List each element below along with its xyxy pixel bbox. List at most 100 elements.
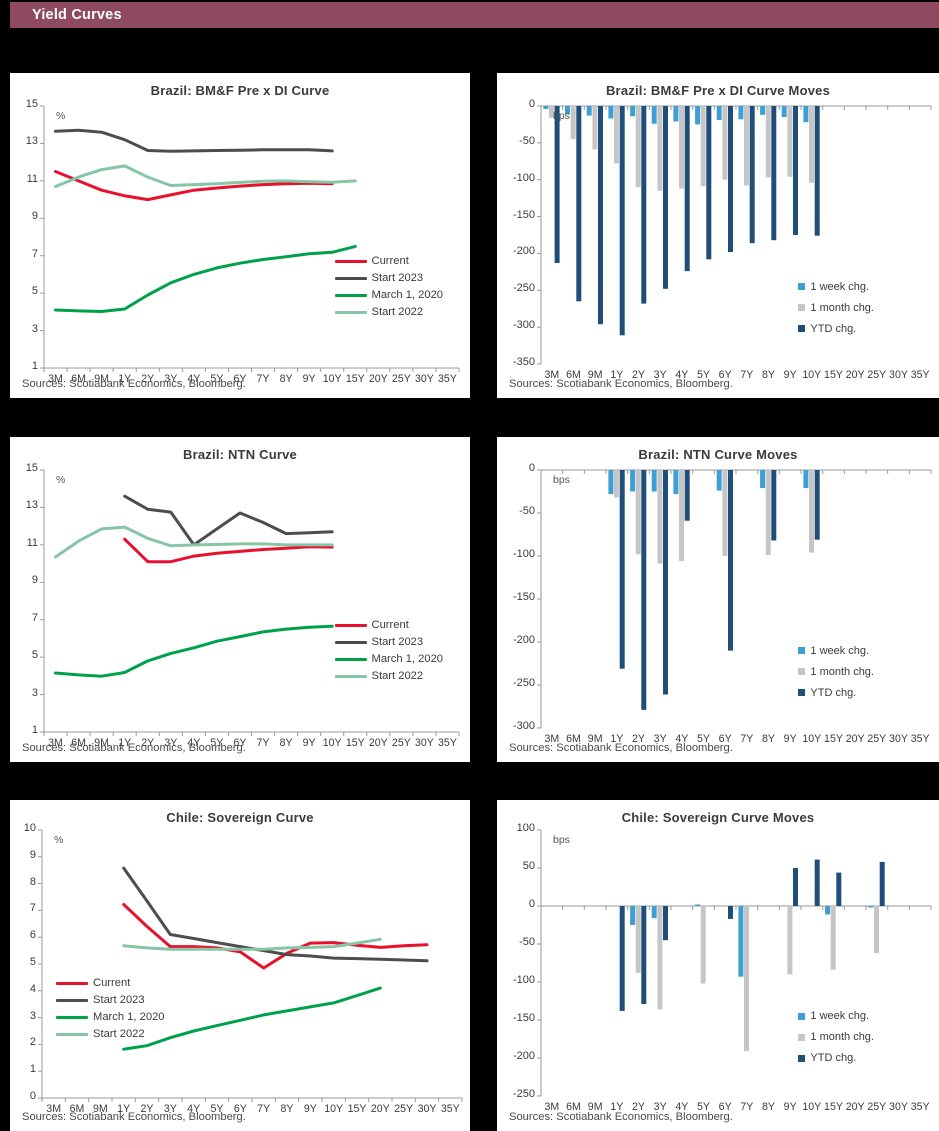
y-axis-tick-label: -50 — [519, 505, 535, 517]
x-axis-tick-label: 4Y — [187, 1103, 201, 1115]
chart-plot-area: 0 -50 -100 -150 -200 -250 -300 -350 3M 6M 9M 1Y 2Y 3Y… — [497, 73, 939, 398]
legend-item[interactable]: Start 2022 — [56, 1026, 165, 1043]
x-axis-tick-label: 2Y — [141, 737, 155, 749]
legend-item[interactable]: Start 2023 — [334, 634, 444, 651]
y-axis-tick-label: 13 — [25, 499, 38, 512]
x-axis-tick-label: 20Y — [845, 733, 865, 745]
x-axis-tick-label: 35Y — [438, 373, 457, 385]
y-axis-tick-label: -250 — [512, 1088, 535, 1100]
x-axis-tick-label: 30Y — [414, 737, 434, 749]
y-axis-tick-label: 8 — [29, 875, 36, 888]
y-axis-tick-label: -200 — [512, 245, 535, 258]
x-axis-tick-label: 15Y — [824, 369, 843, 381]
x-axis-tick-label: 35Y — [910, 1101, 930, 1113]
x-axis-tick-label: 25Y — [867, 1101, 887, 1113]
legend-item[interactable]: YTD chg. — [798, 1048, 874, 1069]
x-axis-tick-label: 25Y — [391, 737, 411, 749]
x-axis-tick-label: 15Y — [345, 737, 365, 749]
x-axis-tick-label: 6Y — [718, 733, 732, 745]
y-axis-tick-label: 9 — [29, 848, 36, 861]
page-header-banner: Yield Curves — [10, 2, 939, 28]
chart-legend: 1 week chg. 1 month chg. YTD chg. — [798, 1006, 874, 1069]
legend-label: March 1, 2020 — [371, 289, 444, 302]
y-axis-tick-label: 15 — [25, 98, 38, 110]
legend-swatch-icon — [334, 276, 367, 280]
legend-item[interactable]: Start 2023 — [334, 270, 444, 287]
legend-item[interactable]: 1 week chg. — [798, 1006, 874, 1027]
x-axis-tick-label: 9Y — [303, 1103, 317, 1115]
x-axis-tick-label: 3M — [48, 373, 63, 385]
chart-plot-area: 0 1 2 3 4 5 6 7 8 9 10 3M 6M 9M 1Y 2Y 3Y 4Y 5Y 6Y 7Y 8Y 9Y 10Y 1… — [10, 800, 470, 1131]
y-axis-tick-label: -50 — [519, 936, 535, 948]
x-axis-tick-label: 4Y — [675, 733, 689, 745]
legend-swatch-icon — [334, 640, 367, 644]
x-axis-tick-label: 5Y — [210, 737, 224, 749]
y-axis-tick-label: -150 — [512, 591, 535, 603]
x-axis-tick-label: 1Y — [610, 733, 624, 745]
legend-swatch-icon — [334, 623, 367, 627]
y-axis-tick-label: 1 — [31, 360, 38, 372]
x-axis-tick-label: 10Y — [802, 369, 822, 381]
y-axis-tick-label: -100 — [512, 548, 535, 560]
y-axis-tick-label: -100 — [512, 974, 535, 986]
y-axis-tick-label: 0 — [528, 898, 535, 910]
legend-item[interactable]: Start 2022 — [334, 304, 444, 321]
y-axis-tick-label: 1 — [29, 1063, 36, 1076]
legend-label: Start 2023 — [93, 994, 145, 1007]
legend-item[interactable]: Start 2022 — [334, 668, 444, 685]
y-axis-tick-label: -250 — [512, 282, 535, 295]
legend-item[interactable]: Start 2023 — [56, 992, 165, 1009]
legend-label: 1 month chg. — [810, 301, 874, 314]
chart-title: Chile: Sovereign Curve Moves — [621, 810, 815, 825]
y-axis-tick-label: 13 — [25, 135, 38, 148]
legend-item[interactable]: YTD chg. — [798, 682, 874, 703]
legend-item[interactable]: Current — [334, 617, 444, 634]
legend-label: 1 week chg. — [810, 644, 870, 657]
legend-swatch-icon — [798, 689, 806, 697]
legend-label: Start 2022 — [371, 670, 424, 683]
source-note: Sources: Scotiabank Economics, Bloomberg… — [22, 742, 246, 754]
legend-item[interactable]: March 1, 2020 — [334, 287, 444, 304]
chart-panel-brazil-ntn-curve-moves: Brazil: NTN Curve Moves 0 -50 -100 -150 -200… — [497, 437, 939, 762]
x-axis-tick-label: 1Y — [118, 737, 132, 749]
chart-legend: Current Start 2023 March 1, 2020 Start 2022 — [334, 617, 444, 685]
legend-item[interactable]: March 1, 2020 — [56, 1009, 165, 1026]
x-axis-tick-label: 2Y — [632, 1101, 645, 1113]
x-axis-tick-label: 20Y — [845, 369, 865, 381]
legend-item[interactable]: 1 month chg. — [798, 661, 874, 682]
axis-unit-label: % — [54, 834, 64, 846]
legend-swatch-icon — [798, 1054, 806, 1062]
x-axis-tick-label: 20Y — [368, 373, 388, 385]
legend-swatch-icon — [334, 259, 367, 263]
x-axis-tick-label: 25Y — [391, 373, 411, 385]
legend-label: YTD chg. — [810, 686, 857, 699]
legend-item[interactable]: 1 month chg. — [798, 1027, 874, 1048]
x-axis-tick-label: 6M — [566, 733, 581, 745]
y-axis-tick-label: 7 — [29, 902, 36, 915]
legend-item[interactable]: YTD chg. — [798, 318, 874, 339]
legend-item[interactable]: March 1, 2020 — [334, 651, 443, 668]
x-axis-tick-label: 3Y — [653, 1101, 667, 1113]
y-axis-tick-label: -150 — [512, 208, 535, 221]
x-axis-tick-label: 30Y — [889, 1101, 908, 1113]
legend-label: 1 week chg. — [810, 1010, 870, 1023]
legend-swatch-icon — [56, 998, 88, 1002]
y-axis-tick-label: 7 — [31, 247, 38, 260]
legend-swatch-icon — [798, 647, 806, 655]
x-axis-tick-label: 3Y — [653, 369, 667, 381]
x-axis-tick-label: 9Y — [783, 733, 797, 745]
x-axis-tick-label: 8Y — [762, 369, 775, 381]
legend-item[interactable]: 1 week chg. — [798, 276, 874, 297]
legend-item[interactable]: Current — [56, 975, 165, 992]
x-axis-tick-label: 7Y — [256, 373, 270, 385]
x-axis-tick-label: 5Y — [210, 373, 224, 385]
x-axis-tick-label: 6M — [566, 369, 581, 381]
y-axis-tick-label: 6 — [29, 929, 36, 942]
x-axis-tick-label: 10Y — [324, 1103, 344, 1115]
legend-item[interactable]: 1 week chg. — [798, 640, 874, 661]
y-axis-tick-label: -350 — [512, 356, 535, 368]
chart-plot-area: 0 -50 -100 -150 -200 -250 -300 3M 6M 9M 1Y 2Y 3Y 4Y 5Y… — [497, 437, 939, 762]
x-axis-tick-label: 6M — [71, 737, 86, 749]
legend-item[interactable]: 1 month chg. — [798, 297, 874, 318]
legend-item[interactable]: Current — [334, 253, 444, 270]
